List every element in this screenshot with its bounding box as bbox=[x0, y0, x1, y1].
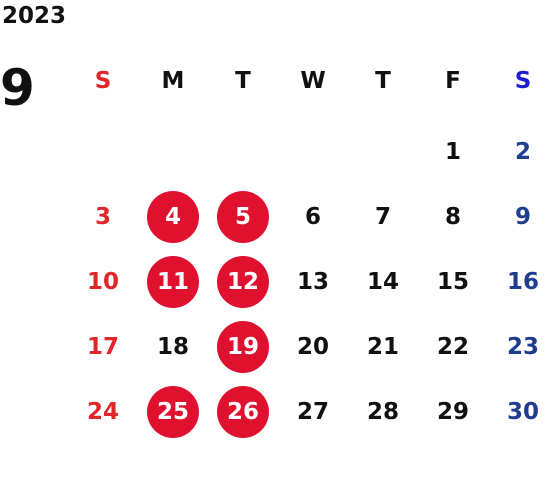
day-cell[interactable]: 14 bbox=[348, 249, 418, 314]
weekday-label: S bbox=[94, 68, 112, 94]
weekday-label: T bbox=[375, 68, 391, 94]
highlighted-day: 19 bbox=[217, 320, 269, 373]
day-cell[interactable]: 28 bbox=[348, 379, 418, 444]
day-number: 20 bbox=[296, 333, 329, 360]
day-cell[interactable]: 6 bbox=[278, 184, 348, 249]
day-number: 18 bbox=[156, 333, 189, 360]
day-number: 27 bbox=[296, 398, 329, 425]
calendar-grid: 1 2 3 4 5 6 7 8 9 10 11 12 13 14 15 16 17 18 19 20 21 22 23 24 2… bbox=[68, 119, 548, 444]
day-cell[interactable]: 2 bbox=[488, 119, 548, 184]
day-number: 7 bbox=[374, 203, 391, 230]
day-cell[interactable]: 1 bbox=[418, 119, 488, 184]
day-number: 21 bbox=[366, 333, 399, 360]
weekday-label: S bbox=[514, 68, 532, 94]
day-cell[interactable]: 20 bbox=[278, 314, 348, 379]
day-cell[interactable]: 23 bbox=[488, 314, 548, 379]
day-cell[interactable]: 19 bbox=[208, 314, 278, 379]
day-cell[interactable]: 24 bbox=[68, 379, 138, 444]
day-cell[interactable]: 11 bbox=[138, 249, 208, 314]
day-cell[interactable]: 5 bbox=[208, 184, 278, 249]
highlighted-day: 4 bbox=[147, 190, 199, 243]
day-number: 15 bbox=[436, 268, 469, 295]
day-number: 29 bbox=[436, 398, 469, 425]
day-cell[interactable]: 30 bbox=[488, 379, 548, 444]
day-cell[interactable]: 10 bbox=[68, 249, 138, 314]
day-cell[interactable]: 4 bbox=[138, 184, 208, 249]
day-cell[interactable]: 9 bbox=[488, 184, 548, 249]
day-cell[interactable]: 13 bbox=[278, 249, 348, 314]
highlighted-day: 12 bbox=[217, 255, 269, 308]
year-label: 2023 bbox=[2, 3, 67, 29]
day-cell[interactable]: 21 bbox=[348, 314, 418, 379]
day-number: 13 bbox=[296, 268, 329, 295]
day-number: 28 bbox=[366, 398, 399, 425]
day-cell[interactable]: 22 bbox=[418, 314, 488, 379]
day-number: 10 bbox=[86, 268, 119, 295]
day-cell[interactable]: 29 bbox=[418, 379, 488, 444]
day-cell[interactable]: 7 bbox=[348, 184, 418, 249]
day-cell[interactable]: 27 bbox=[278, 379, 348, 444]
day-number: 23 bbox=[506, 333, 539, 360]
day-number: 16 bbox=[506, 268, 539, 295]
weekday-label: M bbox=[161, 68, 185, 94]
day-cell[interactable]: 16 bbox=[488, 249, 548, 314]
day-cell[interactable]: 12 bbox=[208, 249, 278, 314]
day-number: 3 bbox=[94, 203, 111, 230]
day-number: 30 bbox=[506, 398, 539, 425]
day-number: 14 bbox=[366, 268, 399, 295]
day-number: 9 bbox=[514, 203, 531, 230]
day-cell[interactable]: 3 bbox=[68, 184, 138, 249]
day-cell[interactable]: 18 bbox=[138, 314, 208, 379]
highlighted-day: 26 bbox=[217, 385, 269, 438]
weekday-label: W bbox=[300, 68, 326, 94]
day-number: 22 bbox=[436, 333, 469, 360]
highlighted-day: 25 bbox=[147, 385, 199, 438]
day-number: 8 bbox=[444, 203, 461, 230]
day-number: 24 bbox=[86, 398, 119, 425]
day-cell[interactable]: 25 bbox=[138, 379, 208, 444]
day-cell[interactable]: 15 bbox=[418, 249, 488, 314]
highlighted-day: 11 bbox=[147, 255, 199, 308]
month-number: 9 bbox=[0, 59, 35, 117]
day-number: 1 bbox=[444, 138, 461, 165]
weekday-label: F bbox=[445, 68, 461, 94]
day-number: 6 bbox=[304, 203, 321, 230]
day-number: 2 bbox=[514, 138, 531, 165]
day-cell[interactable]: 26 bbox=[208, 379, 278, 444]
day-cell[interactable]: 17 bbox=[68, 314, 138, 379]
day-cell[interactable]: 8 bbox=[418, 184, 488, 249]
day-number: 17 bbox=[86, 333, 119, 360]
weekday-label: T bbox=[235, 68, 251, 94]
highlighted-day: 5 bbox=[217, 190, 269, 243]
